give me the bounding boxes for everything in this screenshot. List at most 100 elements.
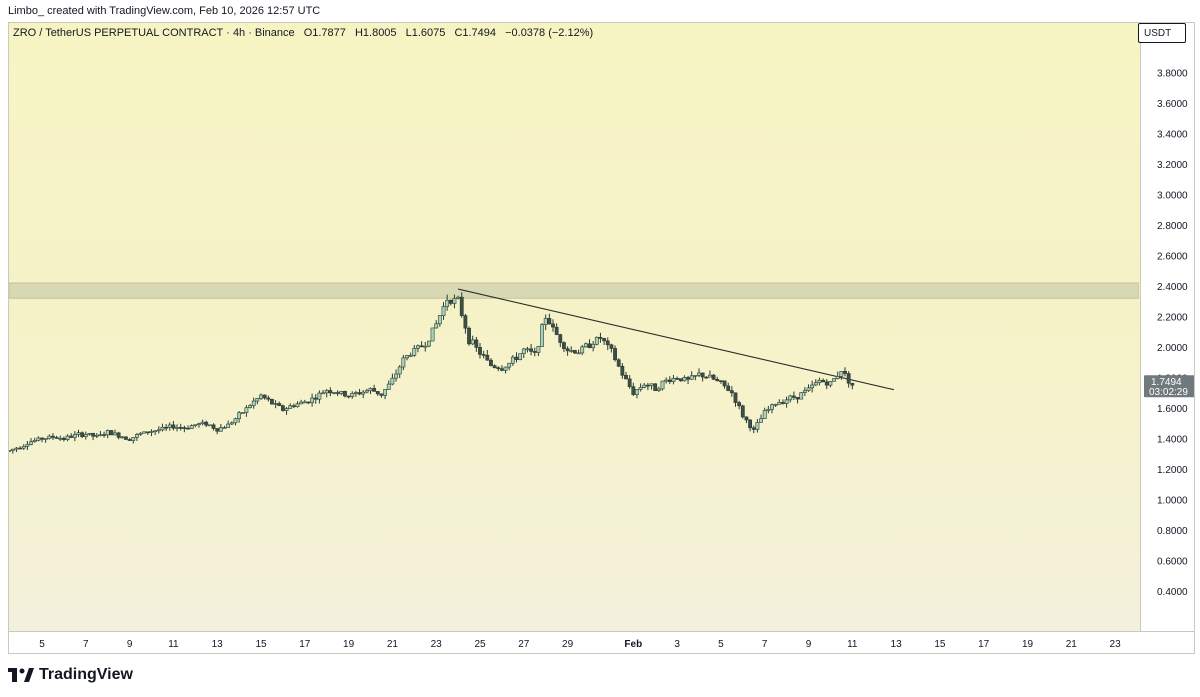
candle: [642, 382, 647, 389]
candle: [514, 352, 519, 363]
candle: [773, 403, 778, 408]
candle: [770, 403, 774, 414]
candle-body: [343, 391, 347, 397]
candle: [405, 354, 409, 361]
candle: [51, 433, 55, 440]
candle: [394, 369, 398, 382]
candle: [328, 387, 333, 397]
candle-body: [375, 391, 380, 395]
candle: [624, 371, 628, 380]
candle: [791, 391, 796, 401]
candle-body: [204, 421, 209, 426]
candle: [218, 423, 223, 432]
price-chart[interactable]: [9, 23, 1139, 631]
candle: [145, 431, 150, 435]
symbol-name[interactable]: ZRO / TetherUS PERPETUAL CONTRACT: [13, 27, 224, 39]
candle-body: [711, 374, 716, 380]
candle: [167, 422, 172, 431]
candle-body: [171, 424, 176, 429]
tradingview-logo[interactable]: TradingView: [8, 664, 133, 686]
candle-body: [284, 408, 289, 411]
candle: [583, 342, 588, 348]
candle-body: [554, 326, 559, 335]
candle-body: [744, 416, 749, 421]
candle: [759, 414, 763, 423]
candle-body: [678, 378, 683, 382]
candle: [536, 345, 541, 357]
candle-body: [32, 440, 37, 443]
candle-body: [419, 345, 424, 348]
candle: [751, 425, 756, 434]
candle-body: [748, 419, 753, 429]
price-tick-label: 0.8000: [1157, 526, 1188, 537]
candle: [631, 382, 636, 396]
candle: [302, 399, 307, 404]
candle-body: [430, 327, 435, 342]
candle-body: [795, 397, 800, 400]
candle: [259, 393, 263, 401]
candle: [288, 403, 293, 409]
candle: [788, 394, 793, 403]
candle: [839, 371, 844, 380]
candles-group: [9, 292, 855, 454]
time-tick-label: 3: [674, 639, 680, 650]
time-tick-label: 13: [891, 639, 903, 650]
currency-button[interactable]: USDT: [1138, 23, 1186, 43]
candle-body: [817, 379, 822, 384]
candle: [806, 384, 811, 392]
time-tick-label: 23: [431, 639, 443, 650]
last-price-value: 1.7494: [1151, 377, 1182, 388]
candle-body: [350, 393, 355, 397]
candle: [138, 432, 143, 436]
candle: [547, 313, 552, 325]
candle-body: [802, 390, 807, 393]
price-tick-label: 2.0000: [1157, 343, 1188, 354]
candle-body: [222, 427, 227, 429]
candle: [733, 392, 738, 407]
candle-body: [467, 327, 471, 345]
candle: [401, 354, 406, 371]
candle-body: [799, 392, 804, 400]
candle-body: [671, 378, 676, 382]
candle-body: [689, 375, 694, 380]
candle-body: [426, 340, 431, 347]
price-axis[interactable]: 3.8000 3.6000 3.4000 3.2000 3.0000 2.8000 2.60…: [1140, 23, 1194, 631]
candle: [693, 374, 698, 381]
candle-body: [704, 376, 709, 379]
time-axis[interactable]: 5 7 9 11 13 15 17 19 21 23 25 27 29 Feb 3 5 7 9 11 13 15 17 19…: [8, 632, 1195, 654]
candle: [850, 382, 855, 390]
candle: [124, 436, 128, 440]
candle-body: [518, 353, 523, 360]
candle: [215, 428, 220, 435]
candle: [832, 378, 836, 382]
candle-body: [233, 418, 238, 424]
candle: [233, 417, 238, 426]
candle: [204, 420, 209, 427]
interval-label[interactable]: 4h: [232, 27, 246, 39]
candle: [572, 349, 577, 354]
price-tick-label: 1.2000: [1157, 465, 1188, 476]
price-axis-labels: 3.8000 3.6000 3.4000 3.2000 3.0000 2.8000 2.60…: [1144, 69, 1194, 598]
candle-body: [737, 402, 742, 407]
candle: [10, 448, 15, 454]
candle-body: [353, 392, 358, 394]
candle-body: [697, 372, 701, 376]
price-tick-label: 2.6000: [1157, 252, 1188, 263]
candle-body: [61, 437, 66, 440]
candle: [452, 294, 457, 309]
candle-body: [839, 371, 844, 377]
candle: [135, 433, 139, 441]
candle-body: [14, 447, 19, 450]
candle: [656, 386, 661, 393]
candle: [69, 433, 74, 438]
candle: [718, 380, 723, 384]
candle-body: [708, 374, 712, 378]
candle: [653, 383, 658, 391]
candle: [824, 379, 829, 390]
candle-body: [10, 448, 15, 451]
chart-panel[interactable]: ZRO / TetherUS PERPETUAL CONTRACT · 4h · Bin…: [8, 22, 1195, 632]
candle-body: [189, 425, 194, 429]
candle-body: [21, 446, 26, 449]
candle-body: [846, 373, 851, 384]
candle: [489, 358, 493, 367]
